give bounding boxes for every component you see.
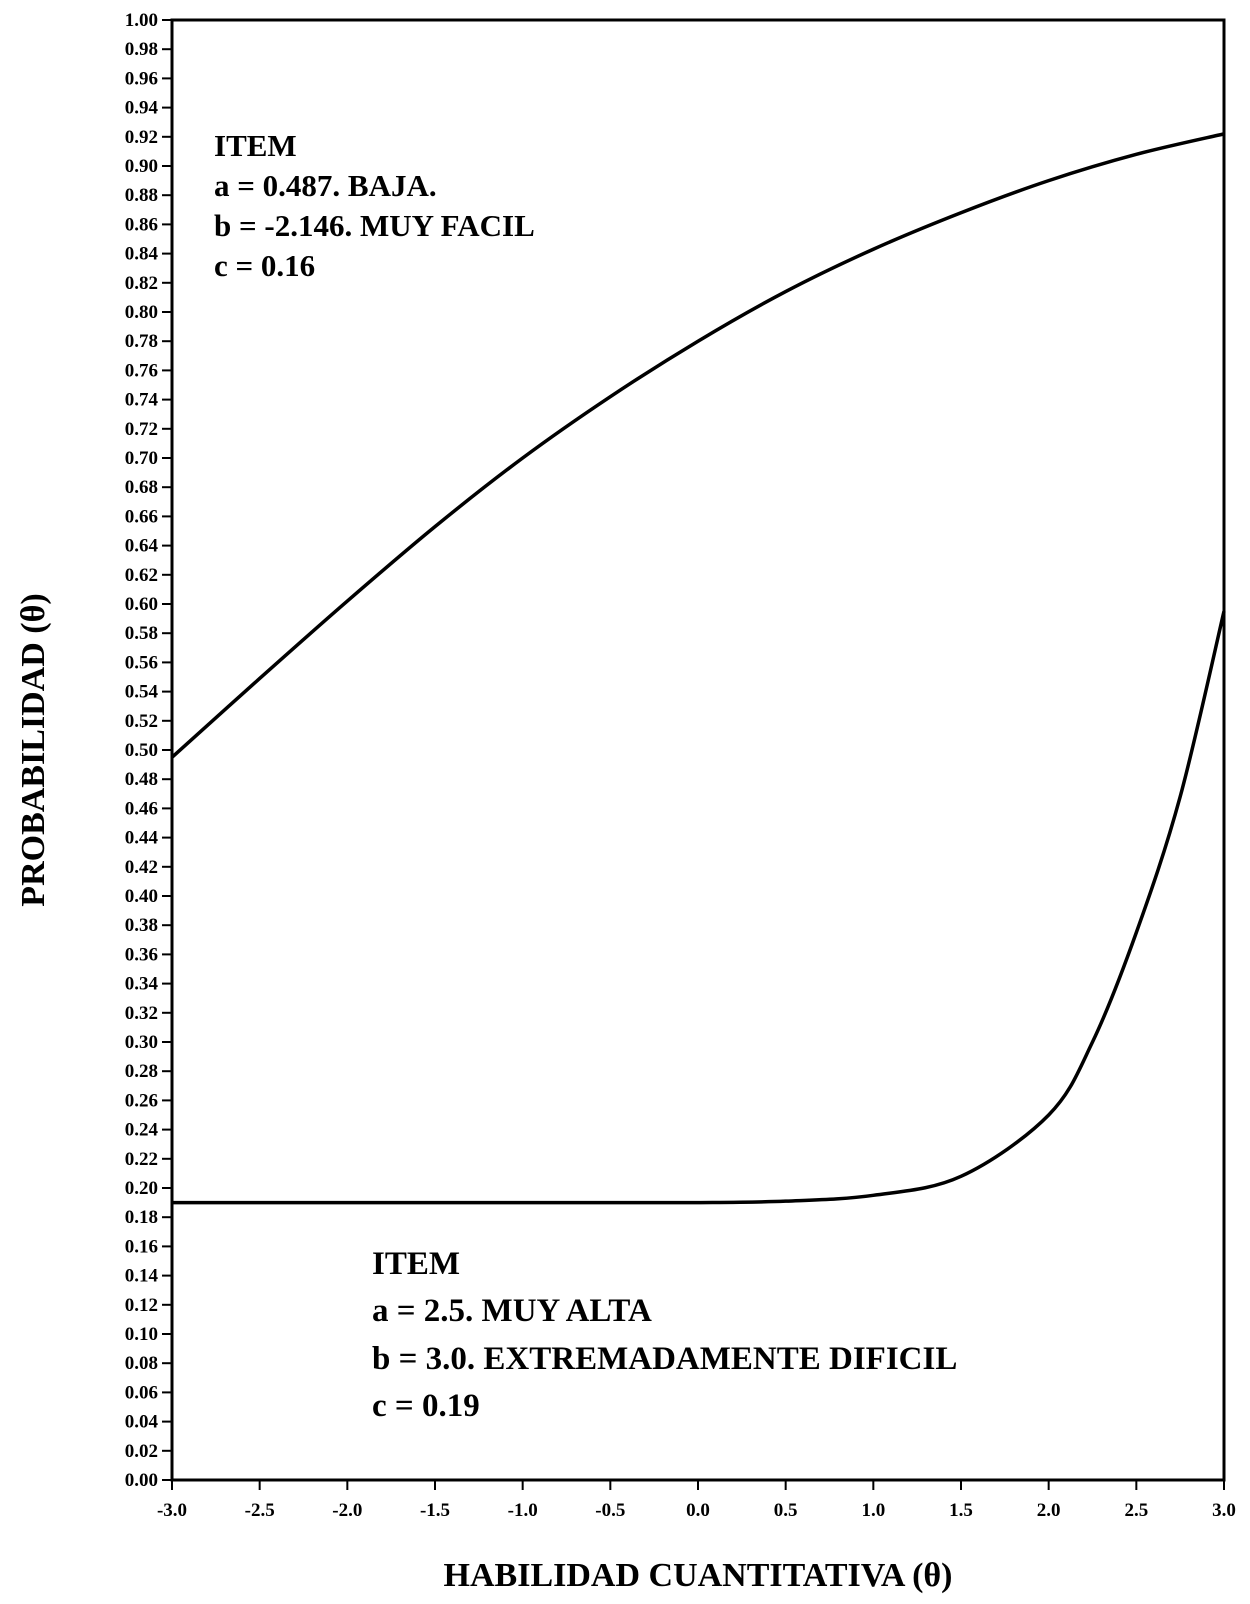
series-layer xyxy=(170,132,1226,1205)
x-axis-title: HABILIDAD CUANTITATIVA (θ) xyxy=(444,1557,953,1594)
y-tick-label: 0.80 xyxy=(125,302,158,323)
y-tick-label: 0.50 xyxy=(125,740,158,761)
y-tick-label: 0.32 xyxy=(125,1003,158,1024)
y-tick-label: 0.68 xyxy=(125,477,158,498)
y-tick-label: 0.12 xyxy=(125,1295,158,1316)
x-tick-label: 1.5 xyxy=(949,1500,973,1521)
annotation-item-1-line-4: c = 0.16 xyxy=(214,248,315,283)
y-tick-label: 0.28 xyxy=(125,1061,158,1082)
annotation-item-2-line-1: ITEM xyxy=(372,1246,460,1282)
x-tick-label: -2.0 xyxy=(332,1500,362,1521)
x-tick-label: -3.0 xyxy=(157,1500,187,1521)
y-tick-label: 1.00 xyxy=(125,10,158,31)
series-line-2 xyxy=(171,610,1226,1205)
x-tick-label: -1.0 xyxy=(508,1500,538,1521)
x-tick-label: 1.0 xyxy=(861,1500,885,1521)
y-tick-label: 0.78 xyxy=(125,331,158,352)
y-tick-label: 0.98 xyxy=(125,39,158,60)
y-tick-label: 0.62 xyxy=(125,565,158,586)
y-tick-label: 0.54 xyxy=(125,682,159,703)
annotation-item-1-line-2: a = 0.487. BAJA. xyxy=(214,168,437,203)
y-tick-label: 0.00 xyxy=(125,1470,158,1491)
x-tick-label: 2.0 xyxy=(1037,1500,1061,1521)
y-tick-label: 0.42 xyxy=(125,857,158,878)
y-tick-label: 0.66 xyxy=(125,506,158,527)
y-tick-label: 0.46 xyxy=(125,798,158,819)
x-tick-label: -1.5 xyxy=(420,1500,450,1521)
y-tick-label: 0.90 xyxy=(125,156,158,177)
y-tick-label: 0.04 xyxy=(125,1412,159,1433)
y-axis-title: PROBABILIDAD (θ) xyxy=(15,593,52,906)
y-tick-label: 0.02 xyxy=(125,1441,158,1462)
y-tick-label: 0.58 xyxy=(125,623,158,644)
y-tick-label: 0.96 xyxy=(125,68,158,89)
y-tick-label: 0.44 xyxy=(125,828,159,849)
y-tick-label: 0.06 xyxy=(125,1382,158,1403)
y-tick-label: 0.70 xyxy=(125,448,158,469)
y-tick-label: 0.16 xyxy=(125,1236,158,1257)
y-tick-label: 0.72 xyxy=(125,419,158,440)
x-tick-label: -0.5 xyxy=(595,1500,625,1521)
y-tick-label: 0.08 xyxy=(125,1353,158,1374)
x-tick-label: -2.5 xyxy=(245,1500,275,1521)
y-tick-label: 0.18 xyxy=(125,1207,158,1228)
annotation-item-1-line-3: b = -2.146. MUY FACIL xyxy=(214,208,535,243)
y-tick-label: 0.56 xyxy=(125,652,158,673)
y-tick-label: 0.38 xyxy=(125,915,158,936)
x-tick-label: 0.5 xyxy=(774,1500,798,1521)
annotation-item-2-line-4: c = 0.19 xyxy=(372,1388,480,1424)
y-tick-label: 0.48 xyxy=(125,769,158,790)
annotation-item-1-line-1: ITEM xyxy=(214,128,297,163)
y-tick-label: 0.64 xyxy=(125,536,159,557)
y-tick-label: 0.76 xyxy=(125,360,158,381)
y-tick-label: 0.30 xyxy=(125,1032,158,1053)
y-tick-label: 0.36 xyxy=(125,944,158,965)
y-tick-label: 0.14 xyxy=(125,1266,159,1287)
y-tick-label: 0.82 xyxy=(125,273,158,294)
y-tick-label: 0.40 xyxy=(125,886,158,907)
annotation-item-2-line-3: b = 3.0. EXTREMADAMENTE DIFICIL xyxy=(372,1341,957,1377)
y-tick-label: 0.22 xyxy=(125,1149,158,1170)
y-tick-label: 0.34 xyxy=(125,974,159,995)
y-tick-label: 0.92 xyxy=(125,127,158,148)
annotation-item-2-line-2: a = 2.5. MUY ALTA xyxy=(372,1293,652,1329)
annotation-item-2: ITEM a = 2.5. MUY ALTA b = 3.0. EXTREMAD… xyxy=(372,1246,957,1424)
x-tick-label: 3.0 xyxy=(1212,1500,1236,1521)
y-tick-label: 0.24 xyxy=(125,1120,159,1141)
x-tick-label: 2.5 xyxy=(1124,1500,1148,1521)
x-axis-ticks: -3.0 -2.5 -2.0 -1.5 -1.0 -0.5 0.0 0.5 1.0 1.5 2.0 2… xyxy=(157,1480,1236,1521)
y-tick-label: 0.20 xyxy=(125,1178,158,1199)
y-tick-label: 0.10 xyxy=(125,1324,158,1345)
y-axis-ticks: 0.00 0.02 0.04 0.06 0.08 0.10 0.12 0.14 0.16 0.18… xyxy=(125,10,172,1491)
y-tick-label: 0.94 xyxy=(125,98,159,119)
annotation-item-1: ITEM a = 0.487. BAJA. b = -2.146. MUY FA… xyxy=(214,128,535,283)
y-tick-label: 0.52 xyxy=(125,711,158,732)
y-tick-label: 0.88 xyxy=(125,185,158,206)
y-tick-label: 0.84 xyxy=(125,244,159,265)
series-line-1 xyxy=(170,132,1225,759)
y-tick-label: 0.60 xyxy=(125,594,158,615)
x-tick-label: 0.0 xyxy=(686,1500,710,1521)
y-tick-label: 0.86 xyxy=(125,214,158,235)
y-tick-label: 0.74 xyxy=(125,390,159,411)
y-tick-label: 0.26 xyxy=(125,1090,158,1111)
